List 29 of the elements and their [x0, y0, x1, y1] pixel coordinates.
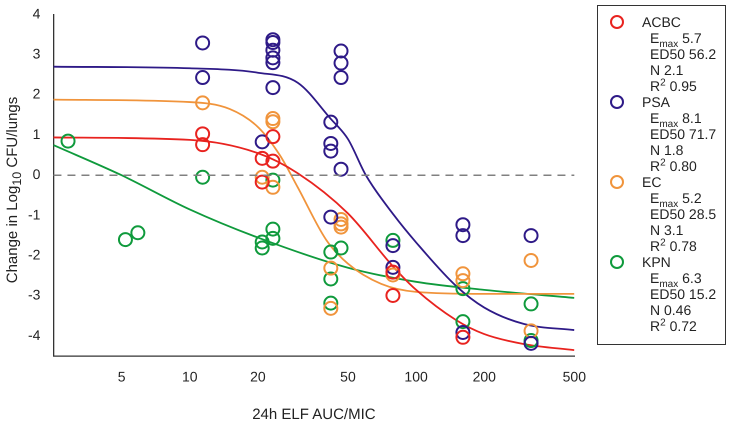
y-tick-label: -3	[28, 286, 41, 303]
y-tick-label: 3	[32, 45, 41, 62]
y-tick-label: 4	[32, 5, 41, 22]
x-tick-label: 5	[118, 368, 126, 384]
x-tick-label: 500	[562, 368, 586, 384]
x-tick-label: 100	[404, 368, 428, 384]
x-tick-label: 200	[472, 368, 496, 384]
text: R$^{2}$ 0.80	[650, 157, 698, 174]
text: R$^{2}$ 0.72	[650, 317, 698, 334]
text: R$^{2}$ 0.78	[650, 237, 698, 254]
y-tick-label: 2	[32, 86, 41, 102]
y-tick-label: -4	[28, 326, 41, 343]
y-tick-label: -1	[28, 206, 41, 222]
y-tick-label: -2	[28, 246, 41, 263]
x-axis-title: 24h ELF AUC/MIC	[252, 406, 376, 424]
legend-label: ACBC	[642, 14, 681, 30]
text: R$^{2}$ 0.95	[650, 77, 698, 94]
legend-label: PSA	[642, 94, 670, 110]
text: N 1.8	[650, 142, 684, 158]
x-tick-label: 50	[340, 368, 356, 384]
y-tick-label: 1	[32, 126, 41, 142]
y-tick-label: 0	[32, 166, 41, 182]
text: N 0.46	[650, 302, 692, 318]
legend-label: KPN	[642, 254, 671, 270]
legend-label: EC	[642, 174, 662, 190]
x-tick-label: 10	[182, 368, 198, 384]
text: N 3.1	[650, 222, 684, 238]
text: N 2.1	[650, 62, 684, 78]
x-tick-label: 20	[250, 368, 266, 384]
